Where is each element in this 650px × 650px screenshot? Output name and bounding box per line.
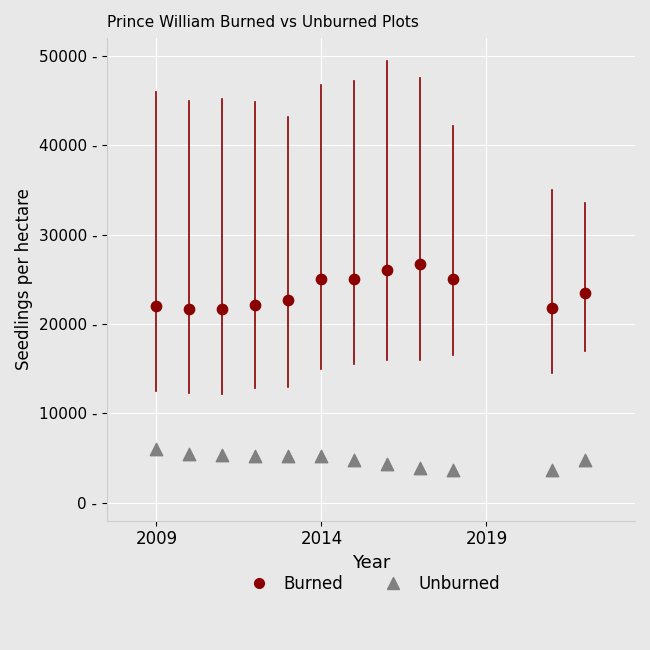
Unburned — [415, 463, 426, 473]
Unburned — [283, 451, 294, 462]
Burned — [217, 304, 228, 314]
Unburned — [184, 448, 194, 459]
Unburned — [151, 444, 162, 454]
Unburned — [580, 455, 591, 465]
Burned — [283, 295, 294, 306]
Burned — [382, 265, 393, 276]
Burned — [580, 288, 591, 298]
Burned — [184, 304, 194, 314]
X-axis label: Year: Year — [352, 554, 390, 572]
Text: Prince William Burned vs Unburned Plots: Prince William Burned vs Unburned Plots — [107, 15, 419, 30]
Burned — [349, 274, 359, 285]
Burned — [317, 274, 327, 285]
Legend: Burned, Unburned: Burned, Unburned — [235, 568, 506, 599]
Unburned — [349, 455, 359, 465]
Burned — [250, 300, 261, 311]
Burned — [415, 259, 426, 270]
Y-axis label: Seedlings per hectare: Seedlings per hectare — [15, 188, 33, 370]
Unburned — [317, 451, 327, 462]
Burned — [151, 301, 162, 311]
Unburned — [448, 465, 459, 475]
Unburned — [250, 451, 261, 462]
Unburned — [547, 465, 558, 475]
Burned — [547, 303, 558, 313]
Unburned — [217, 449, 228, 460]
Unburned — [382, 458, 393, 469]
Burned — [448, 274, 459, 285]
